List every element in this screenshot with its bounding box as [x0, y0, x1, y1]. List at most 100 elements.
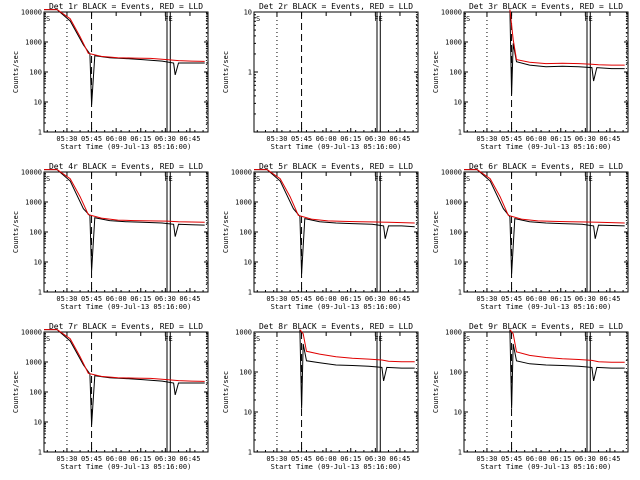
x-tick-label: 06:00: [316, 455, 337, 463]
series-events-line: [44, 169, 205, 272]
panel-3: Det 3r BLACK = Events, RED = LLD 1 10 100 10…: [432, 2, 629, 151]
annotation-fe: FE: [374, 175, 382, 183]
y-tick-label: 10: [244, 259, 252, 267]
x-tick-label: 06:30: [155, 455, 176, 463]
x-axis-label: Start Time (09-Jul-13 05:16:00): [481, 143, 612, 151]
x-axis-label: Start Time (09-Jul-13 05:16:00): [271, 303, 402, 311]
x-tick-label: 06:00: [526, 135, 547, 143]
x-tick-label: 06:30: [365, 295, 386, 303]
y-axis-label: Counts/sec: [12, 211, 20, 253]
x-tick-label: 05:30: [476, 135, 497, 143]
x-tick-label: 06:00: [106, 455, 127, 463]
y-tick-label: 10: [34, 99, 42, 107]
y-axis-label: Counts/sec: [12, 371, 20, 413]
y-tick-label: 1000: [445, 199, 462, 207]
y-tick-label: 1: [458, 129, 462, 137]
x-tick-label: 06:45: [389, 135, 410, 143]
series-lld-line: [509, 329, 625, 363]
x-tick-label: 05:45: [291, 455, 312, 463]
x-tick-label: 05:30: [56, 295, 77, 303]
x-axis-label: Start Time (09-Jul-13 05:16:00): [61, 303, 192, 311]
y-tick-label: 10: [34, 419, 42, 427]
x-tick-label: 06:30: [365, 455, 386, 463]
plot-frame: [43, 171, 209, 293]
x-tick-label: 06:45: [599, 295, 620, 303]
x-tick-label: 06:15: [340, 135, 361, 143]
y-tick-label: 1: [248, 289, 252, 297]
y-tick-label: 100: [449, 369, 462, 377]
annotation-s: S: [466, 175, 470, 183]
y-tick-label: 100: [449, 69, 462, 77]
panel-title: Det 1r BLACK = Events, RED = LLD: [49, 2, 203, 11]
y-tick-label: 10: [34, 259, 42, 267]
annotation-fe: FE: [164, 175, 172, 183]
panel-7: Det 7r BLACK = Events, RED = LLD 1 10 100 10…: [12, 322, 209, 471]
plot-frame: [43, 331, 209, 453]
y-tick-label: 1: [458, 289, 462, 297]
x-axis-label: Start Time (09-Jul-13 05:16:00): [271, 143, 402, 151]
plot-frame: [43, 11, 209, 133]
panel-9: Det 9r BLACK = Events, RED = LLD 1 10 100 10…: [432, 322, 629, 471]
x-axis-label: Start Time (09-Jul-13 05:16:00): [271, 463, 402, 471]
series-lld-line: [44, 169, 205, 223]
y-tick-label: 1000: [235, 199, 252, 207]
annotation-s: S: [46, 175, 50, 183]
x-tick-label: 05:45: [501, 135, 522, 143]
x-tick-label: 06:45: [389, 455, 410, 463]
y-tick-label: 1000: [445, 329, 462, 337]
y-axis-label: Counts/sec: [12, 51, 20, 93]
y-axis-label: Counts/sec: [222, 371, 230, 413]
annotation-fe: FE: [584, 15, 592, 23]
annotation-fe: FE: [584, 335, 592, 343]
x-tick-label: 05:30: [476, 295, 497, 303]
annotation-s: S: [256, 175, 260, 183]
x-tick-label: 06:45: [599, 135, 620, 143]
y-tick-label: 1: [248, 69, 252, 77]
y-tick-label: 1: [458, 449, 462, 457]
y-tick-label: 1: [38, 449, 42, 457]
y-axis-label: Counts/sec: [432, 51, 440, 93]
panel-6: Det 6r BLACK = Events, RED = LLD 1 10 100 10…: [432, 162, 629, 311]
series-lld-line: [299, 329, 415, 363]
x-tick-label: 06:30: [575, 135, 596, 143]
series-events-line: [44, 9, 205, 105]
x-tick-label: 06:30: [575, 455, 596, 463]
x-tick-label: 05:30: [266, 455, 287, 463]
series-events-line: [509, 9, 625, 95]
panel-4: Det 4r BLACK = Events, RED = LLD 1 10 100 10…: [12, 162, 209, 311]
x-tick-label: 05:45: [501, 455, 522, 463]
annotation-s: S: [466, 15, 470, 23]
y-tick-label: 10000: [21, 9, 42, 17]
x-tick-label: 06:00: [106, 135, 127, 143]
series-lld-line: [464, 169, 625, 224]
series-events-line: [44, 329, 205, 425]
y-axis-label: Counts/sec: [432, 371, 440, 413]
plot-frame: [253, 171, 419, 293]
x-tick-label: 06:15: [550, 455, 571, 463]
y-axis-label: Counts/sec: [432, 211, 440, 253]
y-axis-label: Counts/sec: [222, 211, 230, 253]
x-axis-label: Start Time (09-Jul-13 05:16:00): [481, 463, 612, 471]
series-lld-line: [509, 9, 625, 66]
x-tick-label: 06:00: [106, 295, 127, 303]
panel-2: Det 2r BLACK = Events, RED = LLD 1 10 05:30…: [222, 2, 419, 151]
y-tick-label: 100: [239, 369, 252, 377]
series-events-line: [254, 169, 415, 274]
y-tick-label: 100: [449, 229, 462, 237]
x-tick-label: 05:45: [81, 455, 102, 463]
panel-title: Det 5r BLACK = Events, RED = LLD: [259, 162, 413, 171]
annotation-fe: FE: [584, 175, 592, 183]
x-tick-label: 05:45: [81, 295, 102, 303]
x-tick-label: 05:45: [501, 295, 522, 303]
y-tick-label: 10: [244, 9, 252, 17]
x-tick-label: 06:30: [365, 135, 386, 143]
y-axis-label: Counts/sec: [222, 51, 230, 93]
series-lld-line: [44, 9, 205, 62]
y-tick-label: 10000: [441, 9, 462, 17]
x-axis-label: Start Time (09-Jul-13 05:16:00): [61, 463, 192, 471]
x-tick-label: 06:15: [130, 455, 151, 463]
series-lld-line: [254, 169, 415, 224]
x-tick-label: 06:15: [550, 135, 571, 143]
annotation-fe: FE: [374, 15, 382, 23]
